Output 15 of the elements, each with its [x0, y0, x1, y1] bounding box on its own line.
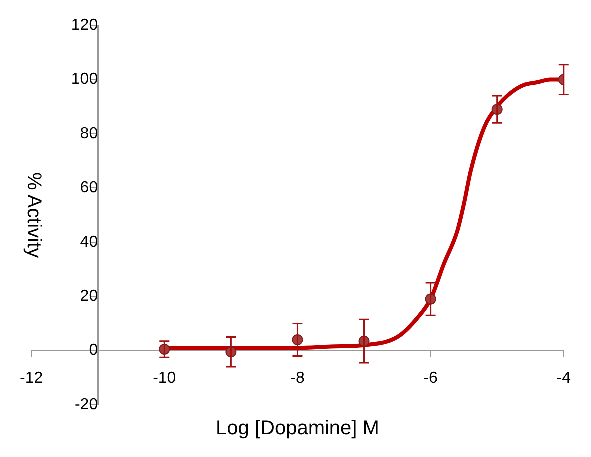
y-tick-label: 100: [71, 71, 98, 88]
y-axis-title: % Activity: [22, 172, 45, 258]
x-tick-label: -4: [556, 370, 572, 387]
x-tick-label: -12: [20, 370, 44, 387]
y-tick-label: 20: [80, 288, 98, 306]
y-tick-label: 0: [89, 342, 98, 360]
x-tick-label: -8: [290, 370, 305, 387]
y-tick-label: 120: [71, 17, 98, 34]
y-tick-label: -20: [74, 396, 98, 414]
y-tick-label: 60: [80, 180, 98, 197]
x-tick-label: -6: [424, 370, 438, 387]
y-tick-label: 80: [80, 125, 98, 142]
x-axis-title: Log [Dopamine] M: [216, 418, 380, 440]
x-tick-label: -10: [153, 370, 176, 387]
y-tick-label: 40: [80, 234, 98, 251]
